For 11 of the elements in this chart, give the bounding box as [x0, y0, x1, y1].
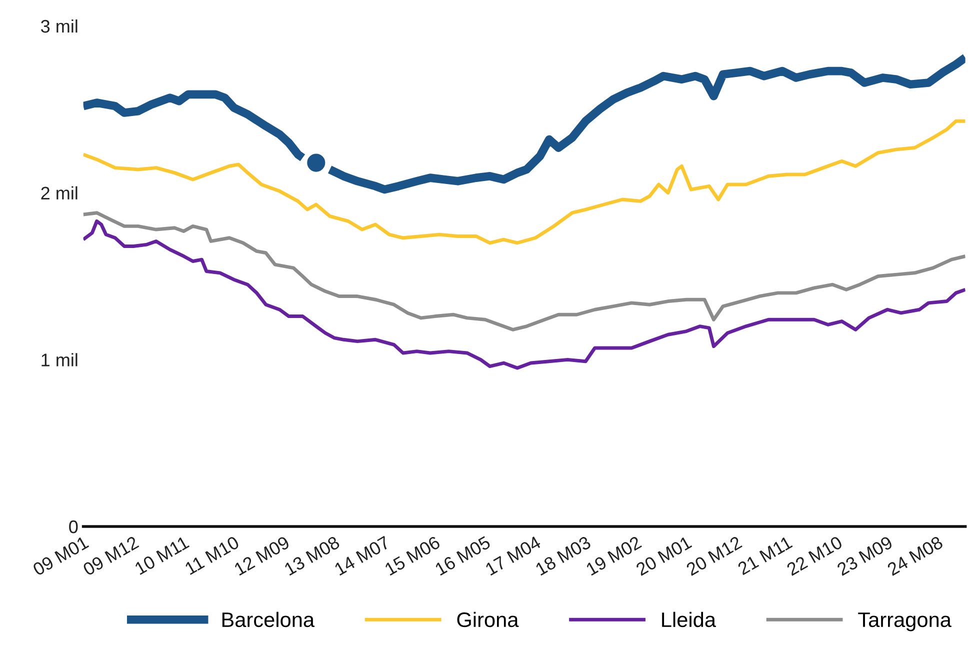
legend-label: Lleida: [662, 612, 716, 628]
line-series: [83, 219, 966, 370]
legend-label: Tarragona: [858, 612, 952, 632]
legend-label: Barcelona: [222, 612, 315, 628]
legend-label: Girona: [457, 612, 519, 628]
y-tick-label: 2 mil: [41, 186, 78, 200]
y-tick-label: 0: [69, 520, 78, 534]
line-series: [83, 211, 966, 332]
y-tick-label: 3 mil: [41, 19, 78, 33]
y-tick-label: 1 mil: [42, 353, 78, 366]
line-series: [83, 119, 966, 245]
